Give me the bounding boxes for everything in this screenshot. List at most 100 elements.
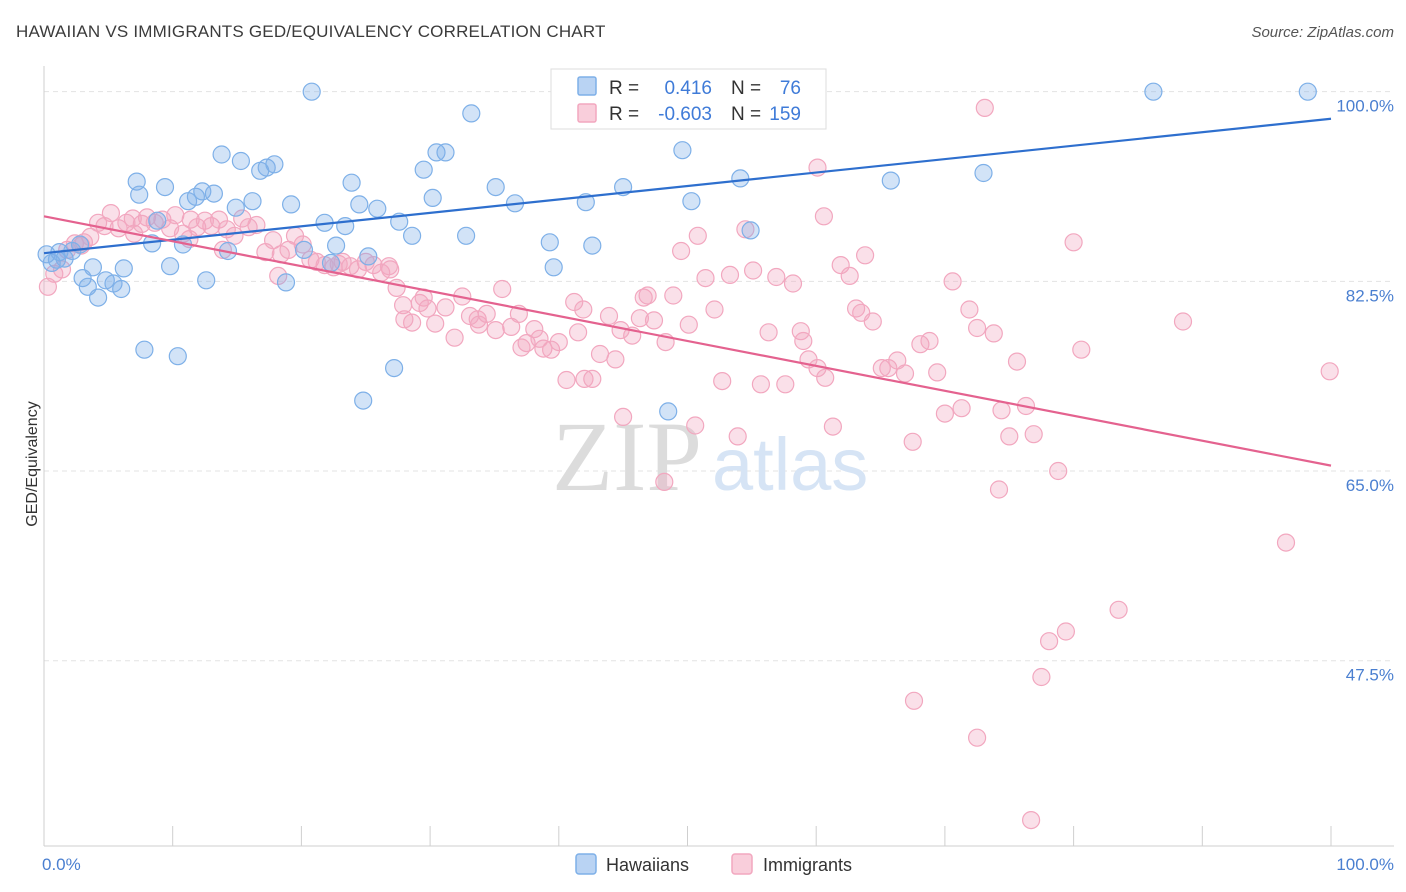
hawaiians-point	[78, 277, 97, 296]
hawaiians-point	[276, 273, 296, 292]
immigrants-point	[855, 246, 875, 265]
immigrants-point	[720, 265, 740, 284]
immigrants-point	[984, 324, 1003, 343]
y-tick-label: 47.5%	[1346, 666, 1394, 685]
hawaiians-point	[436, 143, 455, 162]
stats-n-label-pink: N =	[731, 104, 761, 125]
immigrants-point	[123, 209, 142, 228]
immigrants-point	[794, 331, 813, 351]
immigrants-point	[549, 333, 568, 352]
immigrants-point	[664, 286, 683, 305]
hawaiians-point	[731, 169, 750, 188]
hawaiians-point	[354, 391, 373, 410]
bottom-legend: Hawaiians Immigrants	[575, 853, 852, 875]
hawaiians-point	[414, 160, 433, 179]
immigrants-point	[436, 298, 455, 317]
immigrants-point	[613, 407, 633, 426]
immigrants-point	[530, 329, 549, 348]
immigrants-point	[387, 278, 406, 297]
immigrants-point	[1056, 622, 1076, 641]
immigrants-point	[686, 416, 705, 435]
immigrants-point	[1007, 352, 1027, 371]
immigrants-trend-line	[43, 215, 1332, 467]
immigrants-point	[599, 306, 619, 326]
immigrants-point	[783, 274, 803, 293]
immigrants-point	[655, 472, 674, 491]
immigrants-point	[477, 304, 496, 323]
immigrants-point	[1320, 362, 1339, 381]
hawaiians-point	[342, 173, 361, 192]
immigrants-point	[52, 260, 72, 279]
immigrants-point	[541, 340, 561, 359]
immigrants-point	[895, 364, 915, 383]
hawaiians-point	[403, 226, 422, 245]
immigrants-point	[767, 267, 786, 287]
immigrants-point	[989, 480, 1009, 499]
immigrants-point	[1173, 312, 1193, 331]
immigrants-point	[975, 98, 994, 118]
immigrants-point	[418, 299, 437, 318]
hawaiians-point	[265, 155, 284, 174]
hawaiians-point	[359, 247, 378, 266]
hawaiians-point	[486, 178, 505, 197]
hawaiians-point	[197, 271, 216, 290]
axes	[43, 66, 1394, 847]
chart-title: HAWAIIAN VS IMMIGRANTS GED/EQUIVALENCY C…	[16, 22, 606, 41]
immigrants-point	[634, 288, 653, 307]
hawaiians-point	[155, 178, 175, 197]
immigrants-point	[671, 241, 691, 261]
hawaiians-point	[168, 347, 187, 366]
hawaiians-point	[114, 259, 133, 278]
hawaiians-point	[462, 104, 481, 123]
y-tick-label: 65.0%	[1346, 476, 1394, 495]
immigrants-point	[1276, 533, 1296, 552]
hawaiians-point	[282, 195, 301, 214]
immigrants-point	[264, 231, 283, 250]
immigrants-point	[1064, 233, 1083, 252]
y-tick-label: 100.0%	[1336, 97, 1394, 116]
immigrants-point	[935, 404, 955, 423]
hawaiians-point	[83, 258, 103, 277]
immigrants-point	[247, 215, 266, 235]
hawaiians-point	[457, 226, 476, 245]
hawaiians-point	[350, 195, 369, 214]
immigrants-point	[486, 321, 505, 340]
hawaiians-point	[741, 221, 760, 240]
immigrants-point	[468, 310, 487, 329]
hawaiians-point	[368, 199, 387, 218]
hawaiians-point	[212, 145, 231, 164]
stats-swatch-blue	[577, 76, 597, 96]
hawaiians-point	[544, 258, 563, 277]
immigrants-point	[534, 339, 553, 358]
immigrants-point	[565, 292, 584, 312]
immigrants-point	[852, 303, 871, 322]
immigrants-point	[606, 350, 625, 369]
hawaiians-point	[135, 340, 154, 359]
immigrants-point	[696, 269, 715, 288]
immigrants-point	[181, 210, 200, 229]
immigrants-point	[644, 311, 664, 330]
hawaiians-point	[385, 359, 404, 378]
immigrants-point	[705, 300, 724, 319]
immigrants-point	[1039, 632, 1059, 651]
stats-r-label-blue: R =	[609, 78, 639, 99]
source-label: Source: ZipAtlas.com	[1251, 24, 1394, 41]
stats-n-value-blue: 76	[780, 78, 801, 99]
hawaiians-point	[1298, 82, 1317, 101]
immigrants-point	[557, 370, 576, 390]
hawaiians-point	[540, 233, 559, 252]
immigrants-point	[759, 323, 778, 342]
hawaiians-point	[231, 151, 250, 171]
immigrants-point	[816, 368, 835, 387]
hawaiians-point	[682, 192, 701, 211]
immigrants-point	[1049, 461, 1068, 481]
immigrants-point	[751, 375, 771, 394]
immigrants-point	[1021, 810, 1041, 830]
immigrants-point	[943, 272, 962, 291]
trend-lines	[43, 117, 1332, 467]
immigrants-point	[992, 401, 1011, 420]
immigrants-point	[728, 427, 747, 446]
hawaiians-point	[583, 236, 602, 255]
immigrants-point	[630, 309, 650, 328]
immigrants-point	[1024, 425, 1043, 444]
